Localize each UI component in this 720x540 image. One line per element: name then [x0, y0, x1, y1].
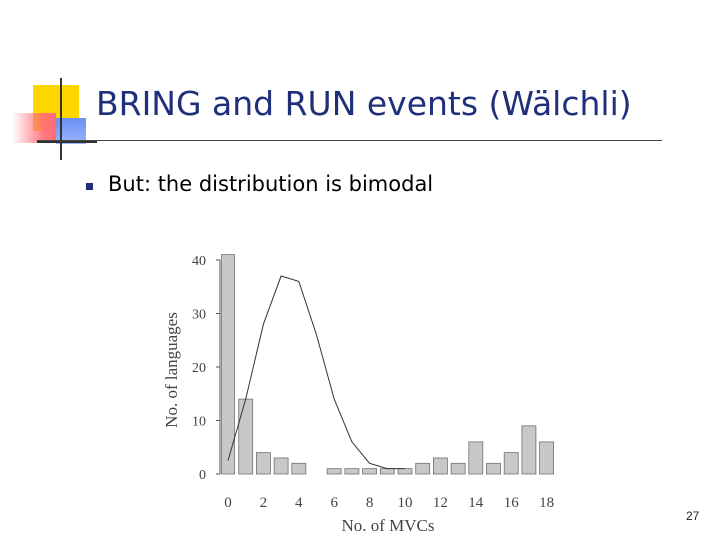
- bar: [326, 468, 342, 475]
- x-tick-label: 6: [330, 495, 338, 511]
- x-tick-label: 0: [224, 495, 232, 511]
- bar: [432, 457, 448, 475]
- bar: [539, 441, 554, 475]
- bullet-text: But: the distribution is bimodal: [108, 172, 434, 196]
- bar: [362, 468, 378, 475]
- y-tick-label: 0: [199, 468, 206, 483]
- x-tick-label: 18: [539, 495, 554, 511]
- bar: [291, 462, 307, 475]
- bar: [415, 462, 431, 475]
- decor-short-line: [37, 141, 97, 143]
- bullet-marker: [86, 183, 93, 190]
- bar: [468, 441, 484, 475]
- page-number: 27: [686, 509, 700, 523]
- x-tick-label: 8: [366, 495, 374, 511]
- y-axis-label: No. of languages: [162, 312, 181, 428]
- x-tick-label: 14: [468, 495, 484, 511]
- x-tick-label: 2: [260, 495, 268, 511]
- bar: [521, 425, 537, 475]
- bar: [397, 468, 413, 475]
- slide-title: BRING and RUN events (Wälchli): [96, 84, 632, 123]
- x-tick-label: 4: [295, 495, 303, 511]
- fit-curve-line: [227, 275, 405, 470]
- y-tick-label: 20: [192, 361, 206, 376]
- bar: [344, 468, 360, 475]
- bar: [450, 462, 466, 475]
- bar: [503, 452, 519, 475]
- bar: [255, 452, 271, 475]
- bar: [238, 398, 254, 475]
- bar: [379, 468, 395, 475]
- y-tick-label: 40: [192, 254, 206, 269]
- y-tick-label: 30: [192, 308, 206, 323]
- x-tick-label: 10: [398, 495, 413, 511]
- y-tick-label: 10: [192, 415, 206, 430]
- bar: [221, 254, 235, 475]
- decor-red-bar: [12, 113, 56, 143]
- bar: [273, 457, 289, 475]
- title-underline: [37, 140, 662, 141]
- bar: [486, 462, 501, 475]
- x-tick-label: 16: [504, 495, 520, 511]
- decor-vertical-line: [60, 78, 62, 160]
- x-axis-label: No. of MVCs: [341, 516, 434, 535]
- x-tick-label: 12: [433, 495, 448, 511]
